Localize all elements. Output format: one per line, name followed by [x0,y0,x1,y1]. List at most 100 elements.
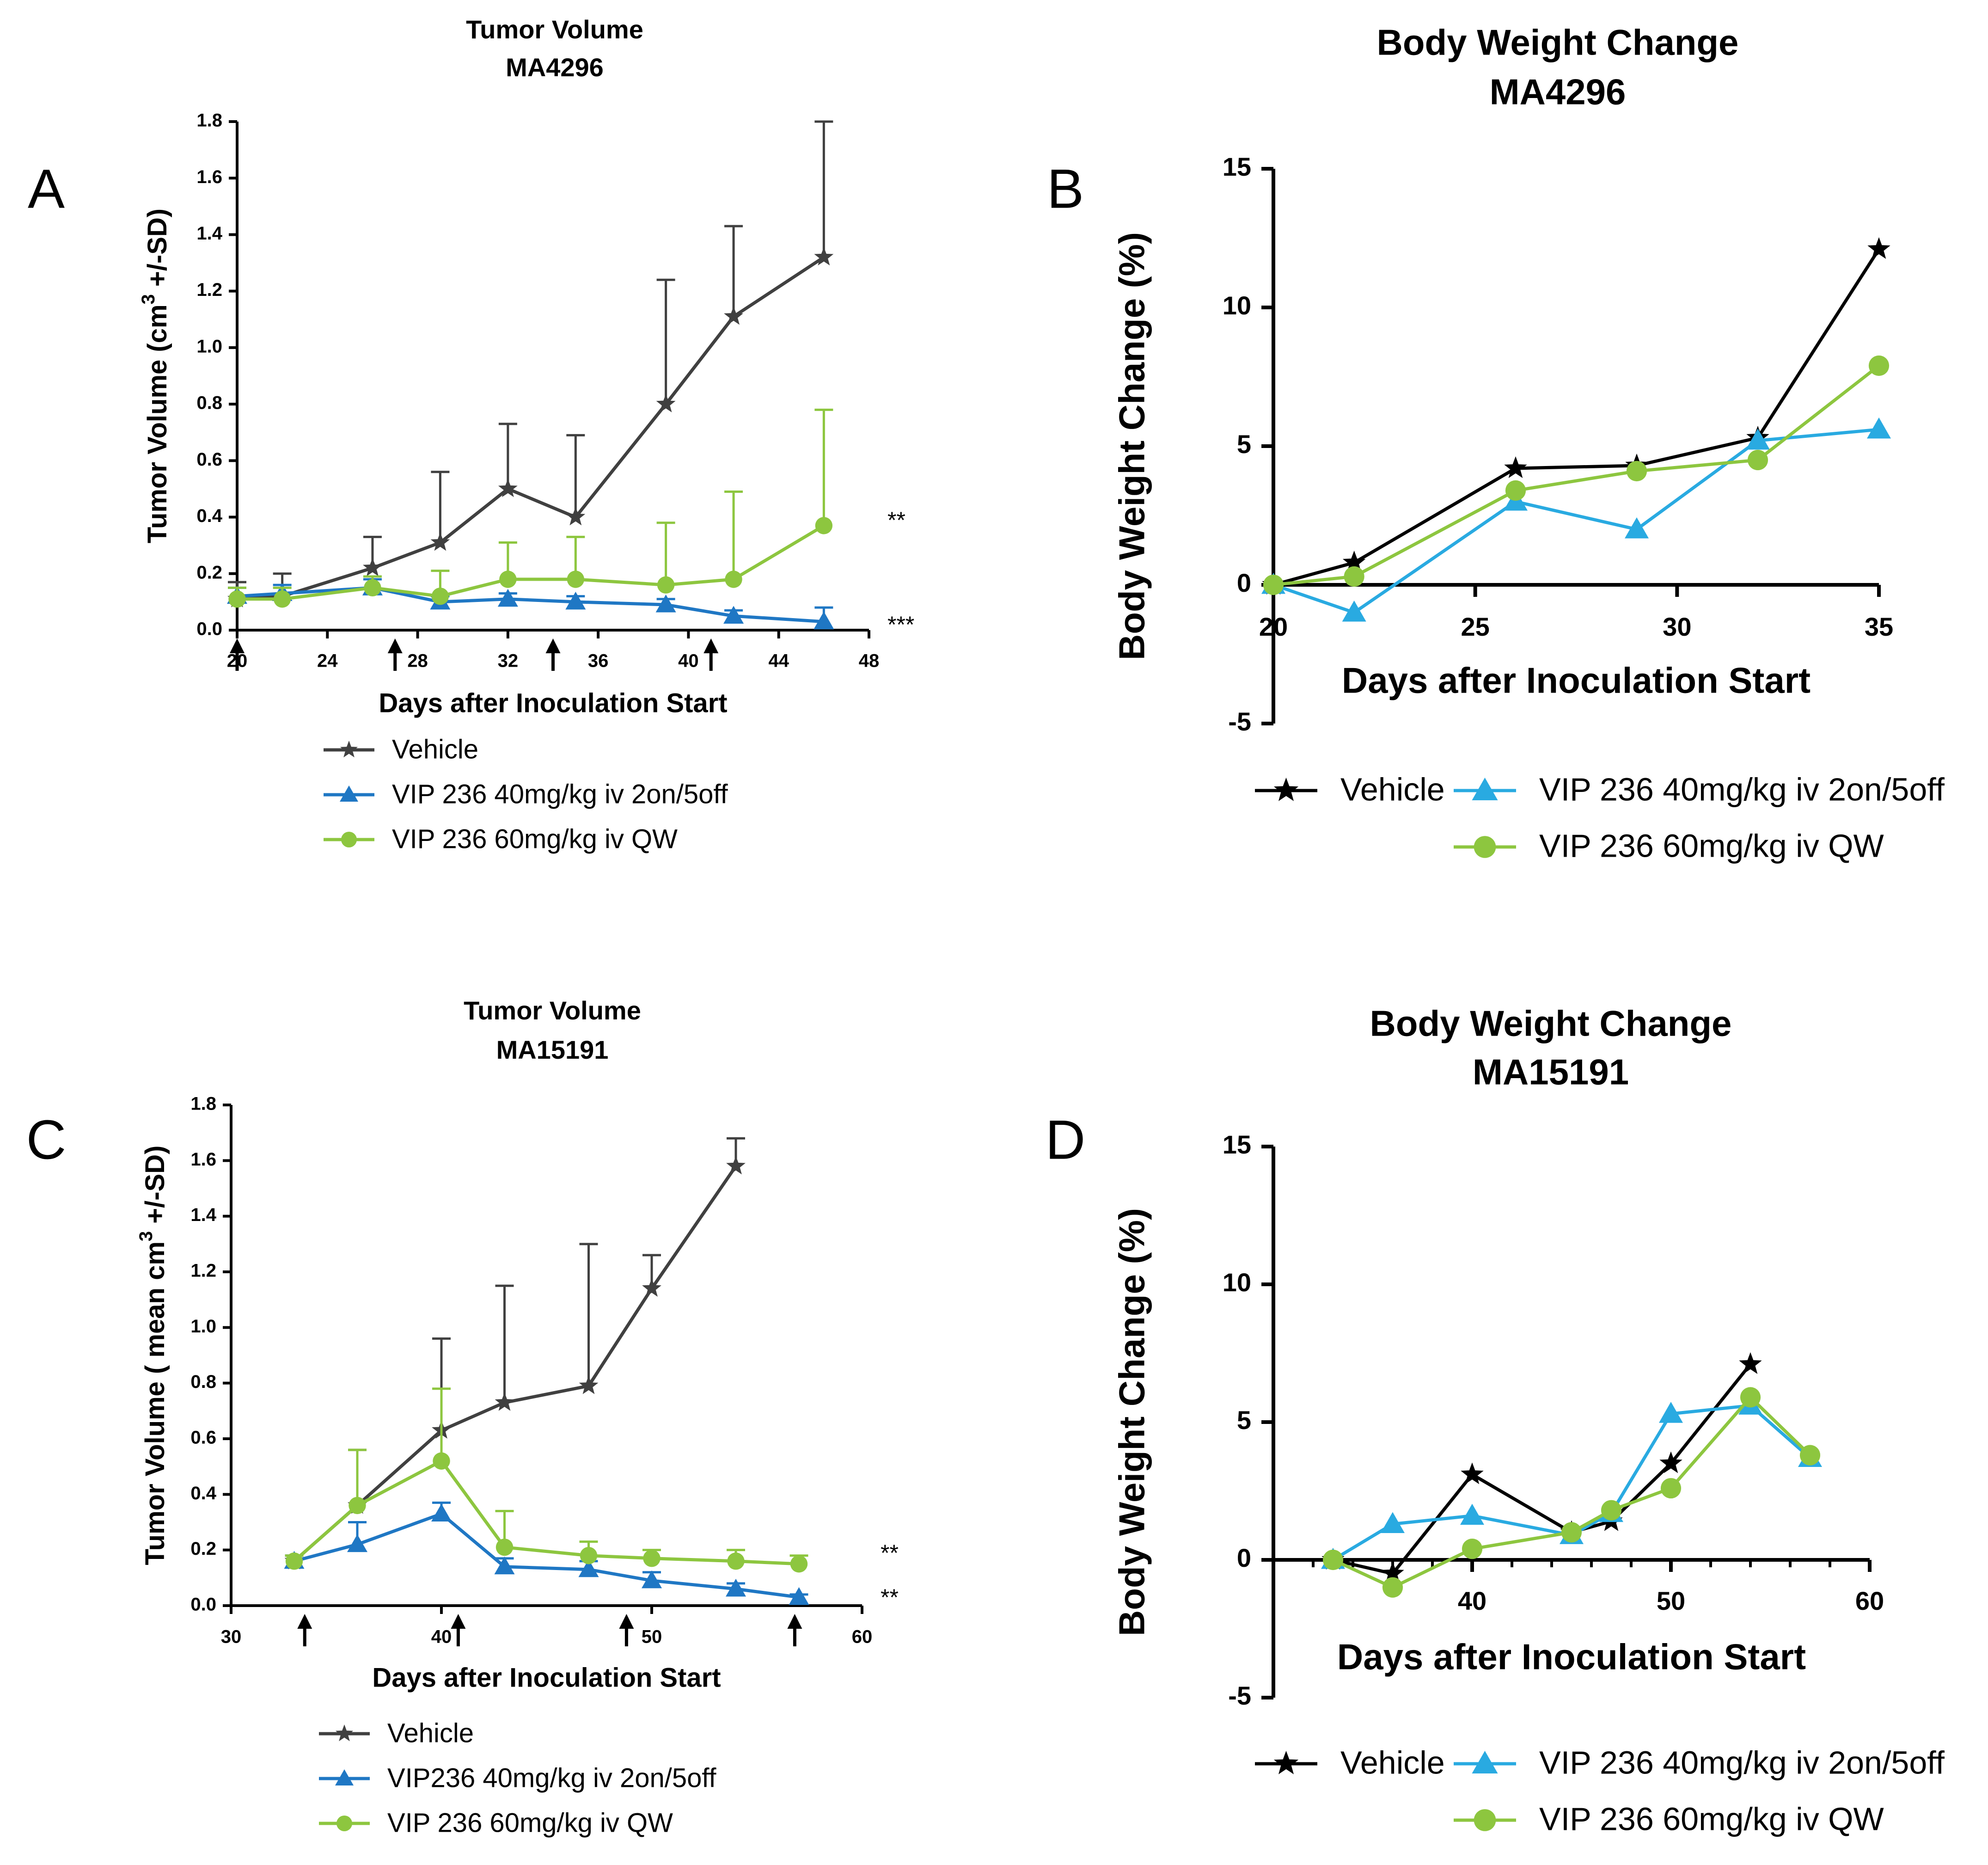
y-tick-label: -5 [1228,1681,1251,1710]
legend-item: Vehicle [1255,1744,1445,1780]
data-point [349,1497,366,1515]
legend-label: VIP 236 40mg/kg iv 2on/5off [392,779,728,809]
series-line [237,524,825,601]
data-point [1462,1539,1483,1559]
legend-label: VIP 236 60mg/kg iv QW [1539,828,1884,864]
legend-label: VIP 236 60mg/kg iv QW [392,824,678,854]
x-tick-label: 25 [1461,612,1490,641]
series-line [1332,1395,1811,1589]
significance-mark: ** [887,507,905,533]
legend-item: VIP 236 60mg/kg iv QW [319,1808,673,1838]
panel-A: A Tumor Volume MA4296 0.0 0.2 0.4 0.6 0.8 1.0 1.2… [28,15,914,854]
data-point [1342,551,1366,572]
legend-item: VIP 236 40mg/kg iv 2on/5off [324,779,728,809]
data-point [494,1556,515,1575]
y-tick-label: 10 [1223,1268,1251,1297]
panel-label: B [1047,158,1084,220]
legend-marker [336,1724,353,1742]
dosing-arrow-head [619,1614,634,1629]
series-circle [228,408,833,608]
legend: Vehicle VIP 236 40mg/kg iv 2on/5off VIP 23… [1255,771,1945,864]
y-tick-label: 0.0 [190,1595,216,1615]
data-point [431,587,449,605]
y-tick-label: 0.8 [190,1372,216,1392]
data-point [657,576,675,594]
data-point [727,1552,745,1570]
series-circle [285,1387,808,1573]
series-line [237,256,825,601]
data-point [1625,517,1649,539]
data-point [790,1555,808,1573]
legend: Vehicle VIP 236 40mg/kg iv 2on/5off VIP 23… [1255,1744,1945,1837]
legend-item: Vehicle [1255,771,1445,807]
data-point [1505,480,1526,501]
data-point [656,394,676,412]
legend-label: VIP236 40mg/kg iv 2on/5off [387,1763,716,1793]
legend-item: VIP 236 40mg/kg iv 2on/5off [1454,771,1945,807]
data-point [499,571,517,588]
y-axis-label: Body Weight Change (%) [1112,232,1152,660]
series-triangle [1261,417,1891,622]
series-line [1272,428,1879,614]
data-point [1660,1478,1682,1499]
data-point [1381,1561,1404,1583]
data-point [363,558,382,577]
y-tick-label: 0 [1237,568,1251,597]
legend-label: VIP 236 40mg/kg iv 2on/5off [1539,771,1945,807]
legend-marker [1474,836,1496,858]
y-tick-label: 0.6 [190,1428,216,1448]
y-tick-label: 0 [1237,1543,1251,1572]
data-point [430,532,450,551]
data-point [431,1503,452,1521]
data-point [1740,1387,1761,1408]
data-point [497,589,518,607]
significance-mark: ** [881,1584,899,1610]
legend-item: VIP 236 60mg/kg iv QW [1454,1801,1884,1837]
x-tick-label: 50 [642,1627,662,1647]
data-point [285,1552,303,1570]
y-axis-label-main: Tumor Volume ( mean cm [140,1241,170,1565]
data-point [726,1156,746,1175]
series-triangle [1321,1393,1822,1569]
data-point [815,517,833,534]
panel-label: A [28,158,65,220]
data-point [1746,429,1770,450]
dosing-arrow-head [787,1614,802,1629]
data-point [1739,1352,1762,1374]
y-axis-label-sup: 3 [136,1231,156,1241]
series-circle [1263,355,1890,595]
data-point [642,1278,661,1297]
legend-marker [336,1816,352,1831]
x-axis-label: Days after Inoculation Start [1342,660,1811,701]
legend-marker [1273,778,1299,801]
x-tick-label: 35 [1865,612,1893,641]
panel-D: D Body Weight Change MA15191 -5 0 5 10 15 40 50 60… [1046,1003,1945,1837]
data-point [273,590,291,608]
data-point [814,247,834,266]
chart-title: Tumor Volume [466,15,643,44]
data-point [567,571,585,588]
dosing-arrow-head [230,638,245,653]
x-axis-label: Days after Inoculation Start [372,1663,721,1693]
legend-label: VIP 236 40mg/kg iv 2on/5off [1539,1744,1945,1780]
x-tick-label: 40 [431,1627,452,1647]
y-tick-label: 0.6 [196,449,222,470]
x-tick-label: 30 [1663,612,1691,641]
y-tick-label: 10 [1223,291,1251,320]
panel-B: B Body Weight Change MA4296 -5 0 5 10 15 20 25 30 3… [1047,22,1945,864]
legend-label: Vehicle [387,1718,474,1748]
x-axis-label: Days after Inoculation Start [379,688,727,718]
y-axis-label-rest: +/-SD) [142,209,172,294]
legend-marker [1472,778,1498,800]
y-tick-label: 15 [1223,152,1251,181]
y-axis-label: Body Weight Change (%) [1112,1208,1152,1636]
data-point [347,1534,367,1552]
y-tick-label: 5 [1237,1405,1251,1435]
x-tick-label: 48 [859,651,880,671]
legend-label: VIP 236 60mg/kg iv QW [1539,1801,1884,1837]
data-point [1867,417,1891,439]
data-point [1460,1503,1484,1525]
chart-title: Body Weight Change [1377,22,1739,63]
x-tick-label: 32 [498,651,519,671]
series-star [1262,237,1890,595]
